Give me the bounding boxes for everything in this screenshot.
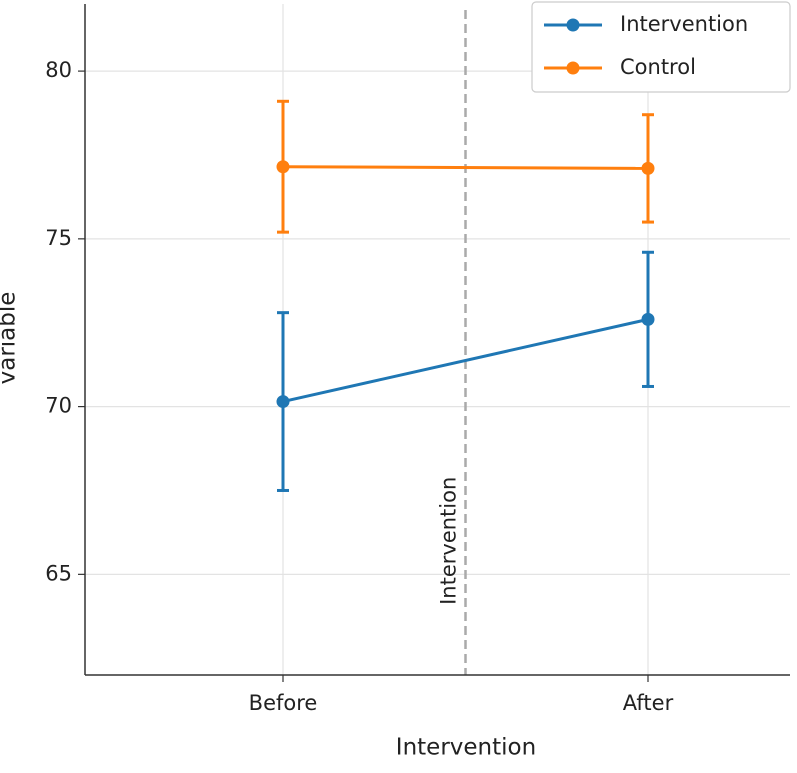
series-line bbox=[282, 165, 649, 170]
marker bbox=[641, 312, 655, 326]
marker bbox=[276, 160, 290, 174]
legend-label: Control bbox=[620, 55, 696, 79]
x-tick-label: After bbox=[623, 691, 674, 715]
y-tick-label: 70 bbox=[45, 394, 72, 418]
annotation: Intervention bbox=[437, 477, 461, 605]
y-tick-label: 75 bbox=[45, 226, 72, 250]
y-tick-label: 80 bbox=[45, 58, 72, 82]
x-axis-label: Intervention bbox=[396, 735, 536, 761]
x-tick-label: Before bbox=[249, 691, 318, 715]
series-line bbox=[282, 317, 649, 404]
y-tick-label: 65 bbox=[45, 561, 72, 585]
marker bbox=[641, 161, 655, 175]
legend-marker bbox=[566, 61, 580, 75]
y-axis-label: variable bbox=[0, 292, 21, 385]
marker bbox=[276, 395, 290, 409]
legend-marker bbox=[566, 18, 580, 32]
legend-label: Intervention bbox=[620, 12, 748, 36]
